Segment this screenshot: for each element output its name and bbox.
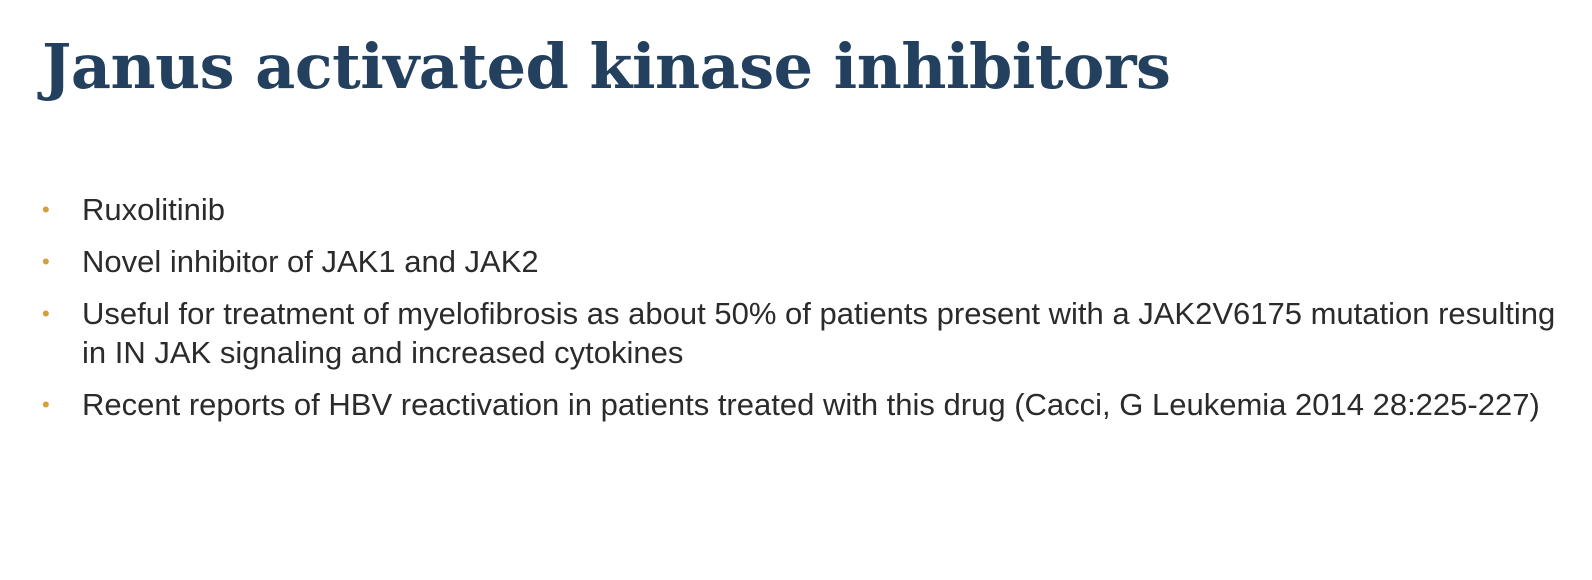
bullet-marker-icon: • — [42, 301, 50, 326]
bullet-marker-icon: • — [42, 249, 50, 274]
list-item: • Ruxolitinib — [40, 190, 1560, 229]
bullet-marker-icon: • — [42, 197, 50, 222]
bullet-text: Useful for treatment of myelofibrosis as… — [82, 296, 1556, 370]
list-item: • Novel inhibitor of JAK1 and JAK2 — [40, 242, 1560, 281]
bullet-text: Ruxolitinib — [82, 192, 226, 227]
bullet-marker-icon: • — [42, 392, 50, 417]
slide-title: Janus activated kinase inhibitors — [42, 30, 1171, 103]
bullet-text: Recent reports of HBV reactivation in pa… — [82, 387, 1540, 422]
bullet-text: Novel inhibitor of JAK1 and JAK2 — [82, 244, 539, 279]
list-item: • Recent reports of HBV reactivation in … — [40, 385, 1560, 424]
list-item: • Useful for treatment of myelofibrosis … — [40, 294, 1560, 372]
bullet-list: • Ruxolitinib • Novel inhibitor of JAK1 … — [40, 190, 1560, 437]
